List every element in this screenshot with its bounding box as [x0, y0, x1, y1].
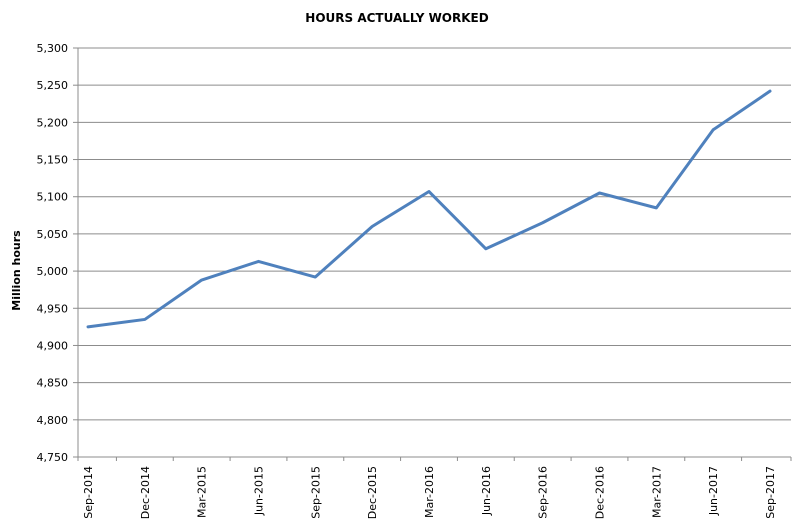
x-tick-label: Dec-2015	[366, 466, 379, 519]
x-axis-ticks	[77, 457, 792, 461]
x-tick-label: Jun-2015	[253, 466, 266, 516]
axes	[77, 48, 791, 458]
x-tick-label: Dec-2014	[139, 466, 152, 519]
y-tick-label: 4,950	[37, 302, 69, 315]
x-tick-label: Sep-2016	[537, 466, 550, 519]
x-tick-label: Mar-2015	[196, 466, 209, 518]
y-tick-label: 4,750	[37, 451, 69, 464]
x-tick-label: Sep-2017	[764, 466, 777, 519]
x-axis-tick-labels: Sep-2014 Dec-2014 Mar-2015 Jun-2015 Sep-2015…	[82, 466, 777, 519]
y-tick-label: 5,300	[37, 42, 69, 55]
y-tick-label: 4,900	[37, 339, 69, 352]
y-tick-label: 5,150	[37, 154, 69, 167]
x-tick-label: Sep-2014	[82, 466, 95, 519]
x-tick-label: Dec-2016	[594, 466, 607, 519]
x-tick-label: Mar-2016	[423, 466, 436, 518]
y-tick-label: 5,250	[37, 79, 69, 92]
x-tick-label: Sep-2015	[309, 466, 322, 519]
y-tick-label: 5,000	[37, 265, 69, 278]
x-tick-label: Mar-2017	[650, 466, 663, 518]
chart-title: HOURS ACTUALLY WORKED	[305, 11, 488, 25]
hours-worked-line	[86, 89, 772, 329]
gridlines	[78, 47, 791, 421]
y-tick-label: 5,100	[37, 191, 69, 204]
y-tick-label: 5,200	[37, 116, 69, 129]
x-tick-label: Jun-2017	[707, 466, 720, 516]
y-axis-tick-labels: 4,750 4,800 4,850 4,900 4,950 5,000 5,050 5,100…	[37, 42, 69, 464]
y-tick-label: 4,800	[37, 414, 69, 427]
x-tick-label: Jun-2016	[480, 466, 493, 516]
series-line	[86, 89, 772, 329]
y-axis-title: Million hours	[10, 230, 23, 311]
y-axis-ticks	[73, 47, 78, 458]
y-tick-label: 5,050	[37, 228, 69, 241]
y-tick-label: 4,850	[37, 377, 69, 390]
